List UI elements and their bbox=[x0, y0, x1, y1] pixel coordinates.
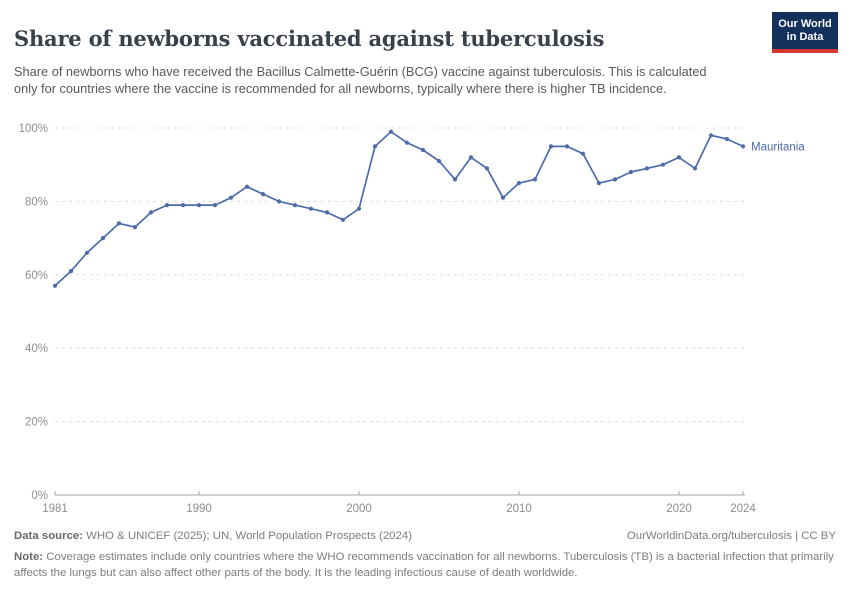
data-point[interactable] bbox=[180, 203, 186, 208]
data-source-label: Data source: bbox=[14, 530, 84, 542]
y-axis-label: 20% bbox=[25, 417, 48, 429]
data-source-text: WHO & UNICEF (2025); UN, World Populatio… bbox=[83, 530, 412, 542]
data-point[interactable] bbox=[420, 147, 426, 153]
data-point[interactable] bbox=[196, 203, 202, 208]
data-point[interactable] bbox=[436, 158, 442, 164]
y-axis-label: 0% bbox=[31, 490, 48, 502]
y-axis-label: 40% bbox=[25, 343, 48, 355]
data-point[interactable] bbox=[84, 250, 90, 255]
data-point[interactable] bbox=[116, 221, 122, 226]
data-point[interactable] bbox=[548, 144, 554, 149]
chart-footer: Data source: WHO & UNICEF (2025); UN, Wo… bbox=[14, 530, 836, 542]
note-text: Coverage estimates include only countrie… bbox=[14, 551, 834, 579]
data-point[interactable] bbox=[356, 206, 362, 211]
owid-logo-line2: in Data bbox=[786, 30, 824, 43]
data-point[interactable] bbox=[676, 155, 682, 160]
data-point[interactable] bbox=[292, 203, 298, 208]
note-label: Note: bbox=[14, 551, 44, 563]
data-point[interactable] bbox=[692, 166, 698, 171]
data-point[interactable] bbox=[724, 136, 730, 142]
x-axis-label: 2020 bbox=[666, 503, 692, 515]
chart-subtitle: Share of newborns who have received the … bbox=[14, 63, 707, 97]
data-point[interactable] bbox=[644, 166, 650, 171]
data-point[interactable] bbox=[740, 144, 746, 149]
x-axis-label: 1981 bbox=[42, 503, 68, 515]
data-point[interactable] bbox=[100, 236, 106, 241]
data-point[interactable] bbox=[516, 181, 522, 186]
data-point[interactable] bbox=[308, 206, 314, 211]
x-axis-label: 1990 bbox=[186, 503, 212, 515]
chart-note: Note: Coverage estimates include only co… bbox=[14, 550, 836, 582]
data-point[interactable] bbox=[148, 210, 154, 215]
data-point[interactable] bbox=[388, 129, 394, 134]
data-point[interactable] bbox=[484, 166, 490, 171]
license-link[interactable]: OurWorldinData.org/tuberculosis | CC BY bbox=[626, 530, 836, 542]
y-axis-label: 100% bbox=[19, 123, 48, 135]
data-point[interactable] bbox=[708, 133, 714, 138]
data-point[interactable] bbox=[452, 177, 458, 182]
data-point[interactable] bbox=[660, 162, 666, 167]
trend-line[interactable] bbox=[54, 130, 744, 287]
data-point[interactable] bbox=[52, 283, 58, 288]
data-point[interactable] bbox=[612, 177, 618, 182]
data-point[interactable] bbox=[260, 192, 266, 197]
x-axis-label: 2024 bbox=[730, 503, 756, 515]
data-point[interactable] bbox=[468, 155, 474, 160]
data-point[interactable] bbox=[212, 203, 218, 208]
data-point[interactable] bbox=[244, 184, 250, 189]
data-point[interactable] bbox=[132, 225, 138, 230]
data-source: Data source: WHO & UNICEF (2025); UN, Wo… bbox=[14, 530, 412, 542]
data-point[interactable] bbox=[228, 195, 234, 200]
owid-logo[interactable]: Our World in Data bbox=[772, 12, 838, 53]
entity-label[interactable]: Mauritania bbox=[751, 141, 805, 153]
data-point[interactable] bbox=[340, 217, 346, 222]
data-point[interactable] bbox=[372, 144, 378, 149]
data-point[interactable] bbox=[628, 169, 634, 175]
data-point[interactable] bbox=[404, 140, 410, 145]
data-point[interactable] bbox=[164, 203, 170, 208]
page-title: Share of newborns vaccinated against tub… bbox=[14, 26, 605, 52]
data-point[interactable] bbox=[564, 144, 570, 149]
data-point[interactable] bbox=[596, 181, 602, 186]
data-point[interactable] bbox=[580, 151, 586, 156]
data-point[interactable] bbox=[500, 195, 506, 200]
data-point[interactable] bbox=[68, 269, 74, 274]
y-axis-label: 60% bbox=[25, 270, 48, 282]
x-axis-label: 2010 bbox=[506, 503, 532, 515]
data-point[interactable] bbox=[276, 199, 282, 204]
owid-logo-line1: Our World bbox=[778, 18, 832, 30]
data-point[interactable] bbox=[532, 177, 538, 182]
y-axis-label: 80% bbox=[25, 196, 48, 208]
x-axis-label: 2000 bbox=[346, 503, 372, 515]
data-point[interactable] bbox=[324, 210, 330, 215]
